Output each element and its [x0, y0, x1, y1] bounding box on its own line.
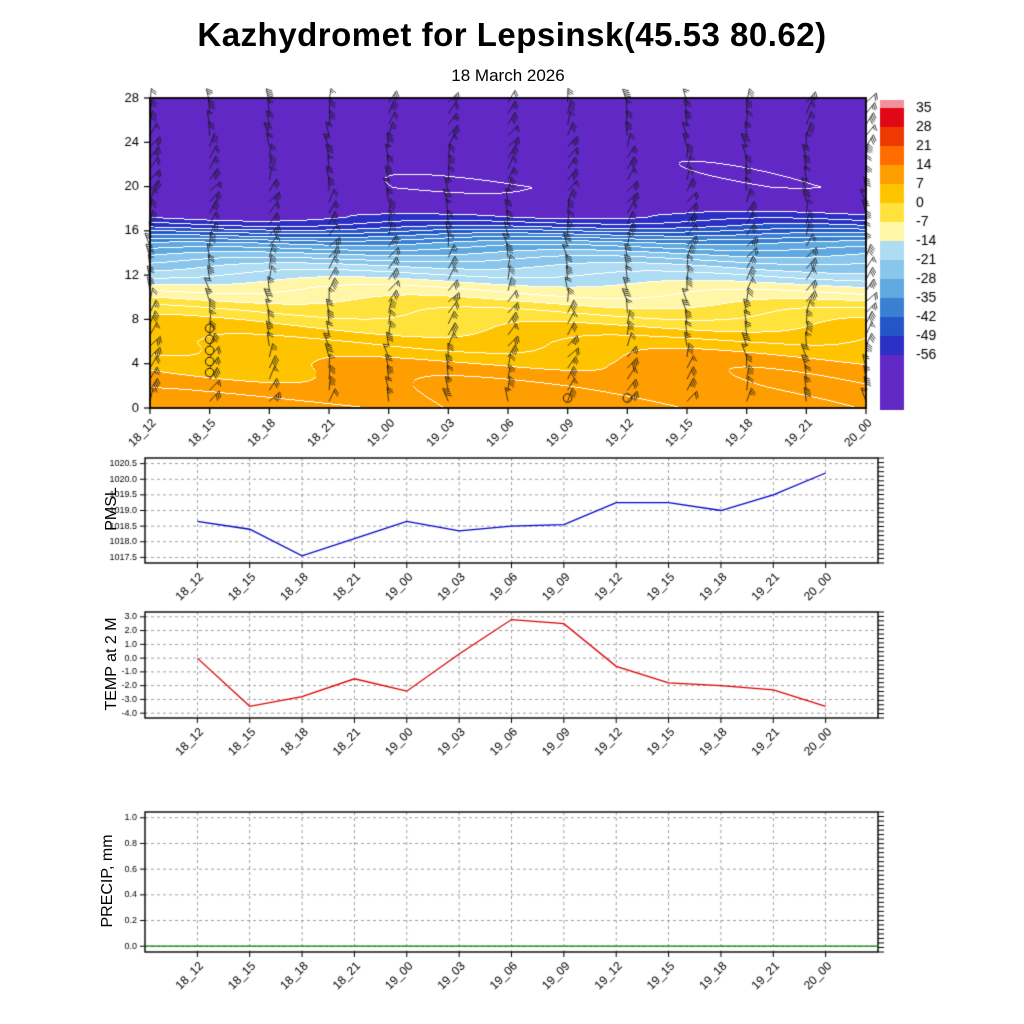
date-subtitle: 18 March 2026	[451, 66, 565, 85]
temp-chart	[0, 600, 1024, 762]
pmsl-chart	[0, 450, 1024, 602]
precip-chart	[0, 800, 1024, 1000]
temperature-colorbar	[872, 88, 1024, 428]
cross-section-chart	[0, 88, 878, 456]
page-title: Kazhydromet for Lepsinsk(45.53 80.62)	[197, 16, 827, 53]
